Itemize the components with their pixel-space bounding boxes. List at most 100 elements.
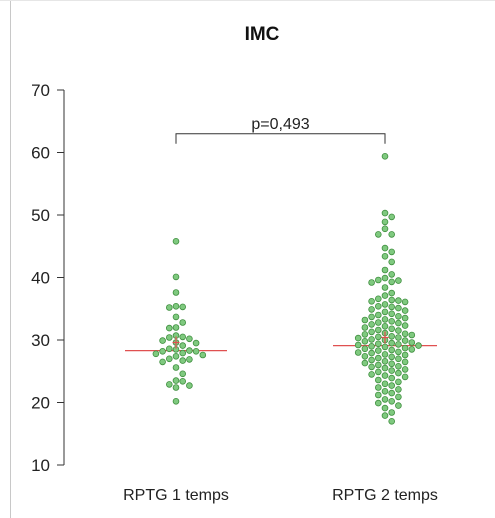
data-point (388, 409, 396, 416)
data-point (401, 366, 409, 373)
data-point (152, 350, 160, 358)
data-point (172, 352, 180, 360)
data-point (401, 322, 409, 329)
data-point (381, 316, 389, 323)
data-point (361, 345, 369, 353)
significance-bracket: p=0,493 (175, 116, 386, 144)
data-point (401, 330, 409, 338)
y-tick-label: 40 (31, 269, 50, 288)
category-label: RPTG 2 temps (332, 487, 438, 504)
data-point (381, 396, 389, 403)
data-point (199, 351, 207, 359)
data-point (395, 327, 402, 334)
data-point (388, 258, 396, 266)
data-point (374, 384, 382, 391)
data-point (186, 382, 193, 389)
category-label: RPTG 1 temps (123, 487, 229, 504)
data-point (368, 336, 375, 343)
data-point (159, 347, 166, 355)
data-point (179, 377, 187, 385)
data-point (172, 238, 180, 245)
data-point (374, 354, 382, 362)
data-point (381, 372, 389, 379)
data-point (361, 352, 369, 360)
data-point (395, 393, 402, 401)
data-point (381, 218, 389, 226)
data-point (388, 332, 396, 340)
y-tick-label: 20 (31, 394, 50, 413)
data-point (388, 353, 396, 361)
data-point (381, 225, 389, 233)
data-point (381, 351, 389, 358)
data-point (381, 387, 389, 395)
data-point (179, 303, 187, 311)
data-point (361, 324, 369, 331)
data-point (415, 342, 422, 349)
y-tick-label: 50 (31, 206, 50, 225)
data-point (368, 321, 375, 328)
y-tick-label: 70 (31, 81, 50, 100)
data-point (401, 298, 409, 306)
data-point (381, 380, 389, 388)
data-point (381, 404, 389, 412)
data-point (395, 304, 402, 312)
data-point (408, 346, 416, 353)
y-tick-label: 30 (31, 331, 50, 350)
data-point (374, 295, 382, 303)
data-point (172, 313, 180, 321)
p-value-label: p=0,493 (251, 116, 309, 133)
data-point (374, 368, 382, 376)
data-point (395, 402, 402, 409)
data-point (179, 349, 187, 357)
data-point (368, 297, 375, 305)
data-point (388, 417, 396, 425)
data-point (401, 337, 409, 344)
data-point (388, 271, 396, 278)
data-point (374, 361, 382, 369)
data-point (395, 277, 402, 284)
data-point (368, 363, 375, 371)
data-point (361, 337, 369, 345)
y-tick-label: 60 (31, 144, 50, 163)
chart-title: IMC (245, 24, 280, 45)
data-point (395, 362, 402, 370)
data-point (388, 278, 396, 286)
significance-bracket-line (175, 133, 386, 144)
data-point (381, 322, 389, 330)
data-point (388, 389, 396, 397)
data-point (374, 276, 382, 284)
data-point (381, 364, 389, 372)
data-point (381, 343, 389, 351)
data-point (192, 339, 200, 347)
data-point (388, 248, 396, 256)
data-point (159, 337, 166, 344)
data-point (368, 371, 375, 378)
data-point (401, 351, 409, 359)
data-point (368, 313, 375, 321)
data-point (368, 279, 375, 286)
data-point (361, 359, 369, 367)
data-point (395, 386, 402, 393)
data-point (179, 319, 187, 326)
data-point (381, 292, 389, 299)
data-point (388, 310, 396, 318)
data-point (395, 348, 402, 356)
data-point (166, 334, 173, 341)
data-point (388, 374, 396, 382)
y-axis: 10 20 30 40 50 60 70 (31, 81, 65, 475)
data-point (172, 324, 180, 331)
data-point (368, 306, 375, 313)
data-point (186, 356, 193, 363)
data-point (374, 347, 382, 354)
data-point (374, 231, 382, 238)
data-point (179, 342, 187, 349)
data-point (388, 325, 396, 333)
data-point (395, 319, 402, 327)
data-point (179, 357, 187, 364)
data-point (374, 302, 382, 310)
data-point (368, 349, 375, 357)
data-point (361, 331, 369, 338)
data-point (374, 399, 382, 407)
data-point (388, 231, 396, 238)
data-point (388, 296, 396, 304)
